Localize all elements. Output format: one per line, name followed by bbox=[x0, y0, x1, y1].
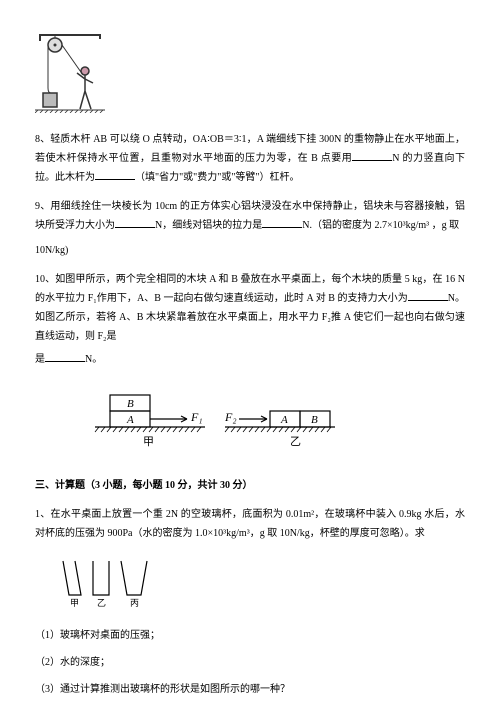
question-10: 10、如图甲所示，两个完全相同的木块 A 和 B 叠放在水平桌面上，每个木块的质… bbox=[35, 270, 465, 369]
svg-text:A: A bbox=[280, 414, 288, 426]
svg-text:A: A bbox=[126, 414, 134, 426]
svg-text:F₂: F₂ bbox=[224, 410, 237, 424]
q9-g: 10N/kg) bbox=[35, 245, 68, 256]
c1-text: 在水平桌面上放置一个重 2N 的空玻璃杯，底面积为 0.01m²，在玻璃杯中装入… bbox=[35, 509, 465, 539]
sub-q3: （3）通过计算推测出玻璃杯的形状是如图所示的哪一种？ bbox=[35, 680, 465, 699]
q10-num: 10、 bbox=[35, 274, 55, 285]
q8-num: 8、 bbox=[35, 134, 50, 145]
svg-text:丙: 丙 bbox=[130, 598, 139, 608]
blank bbox=[352, 149, 392, 161]
section-3-title: 三、计算题（3 小题，每小题 10 分，共计 30 分） bbox=[35, 476, 465, 495]
calc-question-1: 1、在水平桌面上放置一个重 2N 的空玻璃杯，底面积为 0.01m²，在玻璃杯中… bbox=[35, 505, 465, 543]
svg-text:乙: 乙 bbox=[290, 435, 301, 448]
blank bbox=[262, 216, 302, 228]
q9-t2: N，细线对铝块的拉力是 bbox=[155, 220, 262, 231]
sub-q1: （1）玻璃杯对桌面的压强； bbox=[35, 626, 465, 645]
blank bbox=[45, 350, 85, 362]
q9-num: 9、 bbox=[35, 201, 50, 212]
sub-q2: （2）水的深度； bbox=[35, 653, 465, 672]
svg-text:甲: 甲 bbox=[70, 598, 79, 608]
q9-t3: N.（铝的密度为 bbox=[302, 220, 372, 231]
cups-figure: 甲 乙 丙 bbox=[35, 553, 465, 618]
svg-text:F₁: F₁ bbox=[190, 410, 203, 424]
svg-text:B: B bbox=[311, 414, 318, 426]
svg-text:B: B bbox=[127, 398, 134, 410]
blank bbox=[408, 289, 448, 301]
pulley-figure bbox=[35, 33, 465, 120]
question-9: 9、用细线拴住一块棱长为 10cm 的正方体实心铝块浸没在水中保持静止，铝块未与… bbox=[35, 197, 465, 260]
q9-density: 2.7×10³kg/m³ bbox=[374, 220, 429, 231]
q9-t4: ，g 取 bbox=[432, 220, 460, 231]
svg-text:乙: 乙 bbox=[97, 598, 106, 608]
q10-t1: 如图甲所示，两个完全相同的木块 A 和 B 叠放在水平桌面上，每个木块的质量 5… bbox=[35, 274, 465, 304]
blocks-figure: B A F₁ 甲 F₂ A B 乙 bbox=[35, 383, 465, 458]
c1-num: 1、 bbox=[35, 509, 50, 520]
question-8: 8、轻质木杆 AB 可以绕 O 点转动，OA∶OB＝3∶1，A 端细线下挂 30… bbox=[35, 130, 465, 187]
blank bbox=[115, 216, 155, 228]
svg-text:甲: 甲 bbox=[143, 436, 154, 448]
q8-t3: （填"省力"或"费力"或"等臂"）杠杆。 bbox=[135, 172, 300, 183]
blank bbox=[95, 168, 135, 180]
